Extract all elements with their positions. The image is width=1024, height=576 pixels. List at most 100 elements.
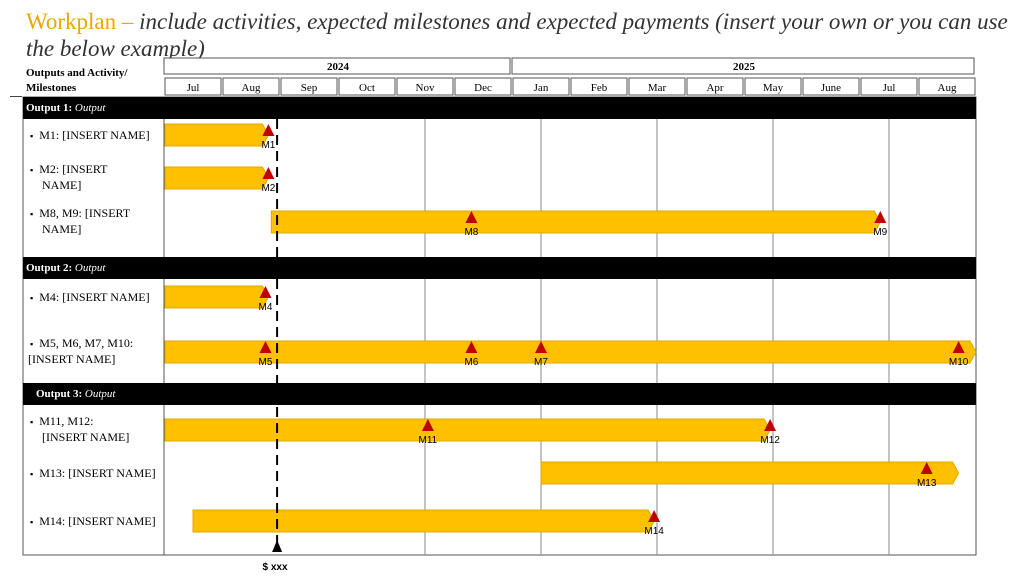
bullet-icon: ▪ (30, 130, 34, 141)
title-rest: include activities, expected milestones … (26, 9, 1008, 61)
month-label: Jul (187, 82, 200, 94)
milestone-label: M14 (644, 526, 664, 537)
row-label-line: [INSERT NAME] (28, 352, 162, 367)
row-label-text: M8, M9: [INSERT (39, 206, 131, 220)
activity-bar (192, 509, 655, 533)
month-label: June (821, 82, 841, 94)
milestone-label: M13 (917, 478, 937, 489)
output-sub: Output (84, 388, 116, 400)
activity-bar (164, 418, 771, 442)
output-label: Output 1: Output (26, 97, 105, 119)
bullet-icon: ▪ (30, 292, 34, 303)
milestone-label: M11 (419, 435, 438, 446)
activity-bar (164, 285, 269, 309)
milestone-marker (648, 510, 661, 522)
month-label: Sep (301, 82, 318, 94)
month-cell (222, 77, 280, 96)
milestone-label: M9 (873, 227, 887, 238)
payment-label: $ xxx (262, 562, 288, 573)
month-label: Aug (242, 82, 261, 94)
row-label-line: ▪ M14: [INSERT NAME] (28, 514, 162, 530)
month-label: Jan (534, 82, 549, 94)
row-label: ▪ M4: [INSERT NAME] (28, 290, 162, 306)
milestone-label: M2 (261, 183, 275, 194)
header-label: Outputs and Activity/ Milestones (26, 66, 127, 96)
month-cell (512, 77, 570, 96)
row-label: ▪ M5, M6, M7, M10: [INSERT NAME] (28, 336, 162, 367)
milestone-marker (535, 341, 547, 353)
output-band (23, 257, 976, 279)
output-label: Output 3: Output (36, 383, 115, 405)
month-cell (860, 77, 918, 96)
output-name: Output 3: (36, 388, 85, 400)
grid-frame (22, 96, 977, 556)
row-label-text: [INSERT NAME] (28, 352, 116, 366)
row-label-text: M13: [INSERT NAME] (39, 465, 156, 480)
output-name: Output 2: (26, 262, 75, 274)
activity-bar (270, 210, 881, 234)
activity-bar (540, 461, 960, 485)
row-label: ▪ M8, M9: [INSERT NAME] (28, 206, 162, 237)
milestone-label: M12 (760, 435, 780, 446)
milestone-marker (465, 341, 478, 353)
row-label-text: NAME] (42, 222, 82, 236)
milestone-marker (259, 286, 272, 298)
milestone-label: M1 (261, 140, 275, 151)
milestone-marker (764, 419, 777, 431)
milestone-marker (262, 167, 275, 179)
milestone-label: M4 (259, 302, 273, 313)
row-label-line: NAME] (28, 178, 162, 193)
year-cell (511, 57, 975, 75)
year-cell (163, 57, 511, 75)
row-label-line: ▪ M2: [INSERT (28, 162, 162, 178)
row-label: ▪ M14: [INSERT NAME] (28, 514, 162, 530)
month-label: Aug (938, 82, 957, 94)
row-label-line: ▪ M13: [INSERT NAME] (28, 466, 162, 482)
activity-bar (164, 123, 269, 147)
header-label-line1: Outputs and Activity/ (26, 67, 128, 79)
output-label: Output 2: Output (26, 257, 105, 279)
activity-bar (164, 340, 977, 364)
month-label: Nov (416, 82, 435, 94)
milestone-marker (952, 341, 965, 353)
header-label-line2: Milestones (26, 82, 77, 94)
month-cell (628, 77, 686, 96)
row-label-text: M1: [INSERT NAME] (39, 127, 150, 142)
milestone-marker (920, 462, 933, 474)
bullet-icon: ▪ (30, 209, 34, 219)
row-label-line: ▪ M1: [INSERT NAME] (28, 128, 162, 144)
output-band (23, 383, 976, 405)
month-label: Mar (648, 82, 667, 94)
output-sub: Output (74, 262, 106, 274)
month-label: Oct (359, 82, 375, 94)
year-label: 2025 (733, 61, 756, 73)
milestone-marker (262, 124, 275, 136)
milestone-label: M10 (949, 357, 969, 368)
month-cell (570, 77, 628, 96)
bullet-icon: ▪ (30, 339, 34, 349)
month-cell (396, 77, 454, 96)
title-lead: Workplan – (26, 9, 140, 34)
row-label-text: NAME] (42, 178, 82, 192)
row-label-text: M4: [INSERT NAME] (39, 289, 150, 304)
row-label-text: M11, M12: (39, 414, 94, 428)
month-label: Jul (883, 82, 896, 94)
milestone-label: M6 (464, 357, 478, 368)
row-label-line: ▪ M8, M9: [INSERT (28, 206, 162, 222)
milestone-label: M8 (464, 227, 478, 238)
bullet-icon: ▪ (30, 516, 34, 527)
month-label: Apr (706, 82, 723, 94)
month-cell (918, 77, 976, 96)
output-name: Output 1: (26, 102, 75, 114)
row-label: ▪ M1: [INSERT NAME] (28, 128, 162, 144)
month-cell (164, 77, 222, 96)
month-cell (280, 77, 338, 96)
row-label-text: [INSERT NAME] (42, 430, 130, 444)
bullet-icon: ▪ (30, 468, 34, 479)
month-cell (686, 77, 744, 96)
month-cell (454, 77, 512, 96)
milestone-label: M5 (259, 357, 273, 368)
row-label-line: [INSERT NAME] (28, 430, 162, 445)
milestone-marker (421, 419, 434, 431)
month-label: Dec (474, 82, 492, 94)
